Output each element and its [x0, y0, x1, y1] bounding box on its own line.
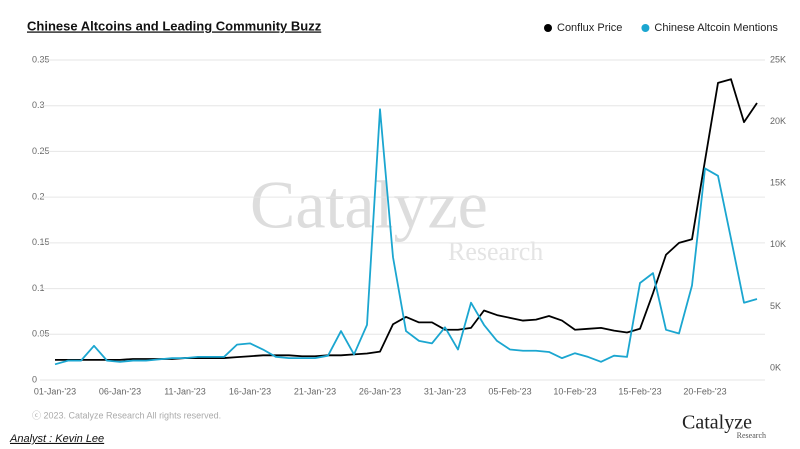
x-tick-label: 15-Feb-'23 — [618, 386, 661, 396]
watermark-sub: Research — [448, 237, 543, 266]
watermark: Catalyze — [250, 167, 488, 243]
y-tick-label: 0.25 — [32, 146, 50, 156]
analyst: Analyst : Kevin Lee — [9, 433, 104, 445]
y-tick-label: 0.35 — [32, 54, 50, 64]
x-tick-label: 21-Jan-'23 — [294, 386, 336, 396]
x-tick-label: 10-Feb-'23 — [553, 386, 596, 396]
legend-marker — [641, 24, 650, 32]
y2-tick-label: 25K — [770, 54, 786, 64]
x-tick-label: 31-Jan-'23 — [424, 386, 466, 396]
y-tick-label: 0.15 — [32, 237, 50, 247]
legend: Conflux Price Chinese Altcoin Mentions — [544, 22, 778, 34]
y2-tick-label: 10K — [770, 239, 786, 249]
y2-tick-label: 20K — [770, 116, 786, 126]
logo-sub: Research — [737, 431, 766, 440]
series-line — [54, 108, 758, 366]
x-tick-label: 11-Jan-'23 — [164, 386, 206, 396]
legend-label: Conflux Price — [557, 22, 622, 34]
x-tick-label: 26-Jan-'23 — [359, 386, 401, 396]
y2-tick-label: 0K — [770, 362, 781, 372]
y-tick-label: 0.05 — [32, 329, 50, 339]
legend-marker — [544, 24, 552, 32]
chart-title: Chinese Altcoins and Leading Community B… — [27, 18, 322, 33]
x-tick-label: 01-Jan-'23 — [34, 386, 76, 396]
x-tick-label: 06-Jan-'23 — [99, 386, 141, 396]
y-tick-label: 0.1 — [32, 283, 45, 293]
x-tick-label: 16-Jan-'23 — [229, 386, 271, 396]
x-tick-label: 20-Feb-'23 — [683, 386, 726, 396]
legend-label: Chinese Altcoin Mentions — [654, 22, 778, 34]
y-tick-label: 0 — [32, 374, 37, 384]
y-tick-label: 0.2 — [32, 192, 45, 202]
logo: Catalyze — [682, 412, 752, 434]
y2-tick-label: 15K — [770, 178, 786, 188]
y-tick-label: 0.3 — [32, 100, 45, 110]
y2-tick-label: 5K — [770, 301, 781, 311]
x-tick-label: 05-Feb-'23 — [488, 386, 531, 396]
copyright: ⓒ 2023. Catalyze Research All rights res… — [32, 410, 221, 420]
